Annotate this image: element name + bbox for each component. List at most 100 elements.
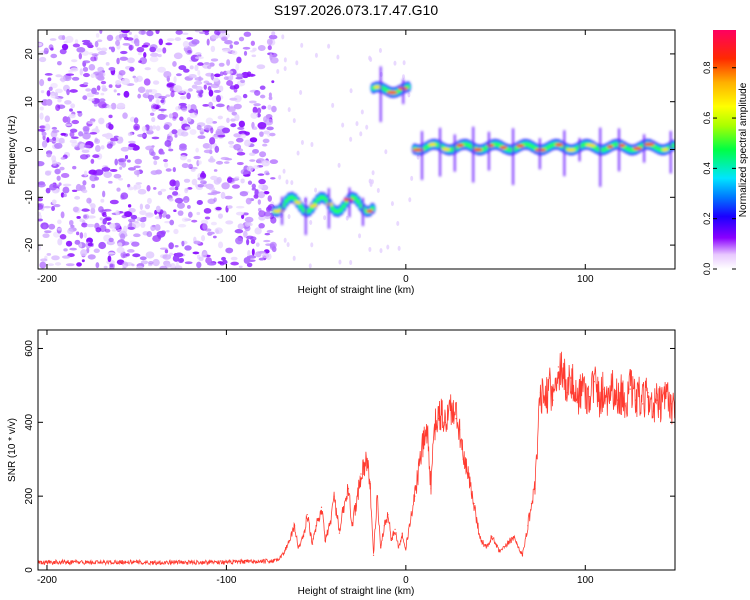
trace-peak bbox=[661, 148, 669, 152]
heatmap-noise-blob bbox=[100, 198, 105, 203]
heatmap-noise-blob bbox=[178, 65, 187, 71]
trace-peak bbox=[294, 200, 302, 204]
heatmap-noise-blob bbox=[98, 241, 107, 250]
heatmap-noise-blob bbox=[185, 188, 189, 191]
heatmap-noise-blob bbox=[264, 232, 271, 236]
heatmap-noise-blob bbox=[122, 43, 131, 46]
heatmap-noise-blob bbox=[165, 214, 171, 219]
heatmap-noise-blob bbox=[71, 136, 79, 140]
heatmap-noise-blob bbox=[116, 92, 121, 96]
heatmap-noise-blob bbox=[79, 232, 84, 239]
heatmap-noise-blob bbox=[86, 215, 96, 219]
heatmap-faint-blob bbox=[309, 219, 313, 225]
heatmap-noise-blob bbox=[128, 207, 136, 213]
heatmap-noise-blob bbox=[133, 123, 140, 131]
heatmap-noise-blob bbox=[257, 199, 261, 205]
heatmap-noise-blob bbox=[97, 39, 103, 43]
heatmap-noise-blob bbox=[38, 218, 43, 222]
heatmap-noise-blob bbox=[95, 144, 101, 152]
heatmap-noise-blob bbox=[139, 210, 147, 216]
heatmap-noise-blob bbox=[70, 224, 75, 228]
heatmap-noise-blob bbox=[250, 236, 257, 241]
heatmap-noise-blob bbox=[227, 176, 233, 184]
heatmap-noise-blob bbox=[268, 92, 272, 98]
heatmap-faint-blob bbox=[283, 57, 287, 63]
heatmap-noise-blob bbox=[60, 75, 66, 83]
heatmap-noise-blob bbox=[40, 258, 48, 262]
heatmap-noise-blob bbox=[42, 233, 50, 239]
heatmap-faint-blob bbox=[396, 221, 400, 227]
heatmap-noise-blob bbox=[208, 101, 214, 108]
heatmap-noise-blob bbox=[205, 257, 212, 264]
heatmap-noise-blob bbox=[152, 258, 160, 267]
heatmap-noise-blob bbox=[137, 93, 142, 99]
heatmap-noise-blob bbox=[50, 53, 58, 59]
heatmap-noise-blob bbox=[90, 56, 97, 62]
heatmap-noise-blob bbox=[38, 128, 46, 132]
snr-data-point bbox=[566, 392, 568, 394]
heatmap-noise-blob bbox=[219, 30, 228, 34]
heatmap-faint-blob bbox=[327, 43, 331, 49]
snr-data-point bbox=[638, 395, 640, 398]
heatmap-noise-blob bbox=[120, 146, 130, 152]
heatmap-noise-blob bbox=[219, 71, 224, 77]
heatmap-noise-blob bbox=[173, 209, 177, 213]
heatmap-noise-blob bbox=[95, 227, 102, 233]
heatmap-noise-blob bbox=[95, 125, 99, 133]
heatmap-noise-blob bbox=[82, 213, 90, 220]
snr-data-point bbox=[408, 525, 411, 527]
heatmap-noise-blob bbox=[175, 30, 183, 35]
heatmap-noise-blob bbox=[192, 251, 200, 255]
heatmap-noise-blob bbox=[110, 46, 116, 53]
heatmap-noise-blob bbox=[47, 263, 55, 267]
line-ytick-label: 600 bbox=[24, 340, 35, 357]
snr-data-point bbox=[380, 547, 382, 549]
heatmap-noise-blob bbox=[164, 263, 172, 268]
heatmap-noise-blob bbox=[153, 186, 157, 190]
heatmap-noise-blob bbox=[194, 76, 204, 81]
heatmap-noise-blob bbox=[251, 183, 256, 189]
heatmap-noise-blob bbox=[55, 88, 63, 94]
heatmap-faint-blob bbox=[365, 124, 369, 130]
heatmap-noise-blob bbox=[161, 151, 165, 155]
heatmap-faint-blob bbox=[290, 180, 294, 186]
heatmap-noise-blob bbox=[165, 42, 173, 46]
heatmap-noise-blob bbox=[226, 59, 231, 66]
heatmap-noise-blob bbox=[183, 199, 188, 204]
heatmap-noise-blob bbox=[94, 91, 100, 95]
heatmap-noise-blob bbox=[258, 250, 266, 254]
heatmap-noise-blob bbox=[172, 60, 177, 67]
heatmap-noise-blob bbox=[51, 126, 58, 130]
heatmap-faint-blob bbox=[282, 168, 286, 174]
heatmap-noise-blob bbox=[186, 117, 192, 122]
trace-peak bbox=[585, 143, 597, 147]
heatmap-noise-blob bbox=[158, 38, 164, 46]
heatmap-noise-blob bbox=[191, 219, 198, 223]
heatmap-noise-blob bbox=[82, 60, 91, 64]
heatmap-noise-blob bbox=[197, 69, 201, 76]
snr-data-point bbox=[548, 377, 550, 379]
line-series-group bbox=[38, 351, 675, 567]
heatmap-faint-blob bbox=[397, 245, 401, 251]
heatmap-noise-blob bbox=[131, 263, 135, 267]
heatmap-noise-blob bbox=[164, 220, 171, 224]
line-xtick-label: -200 bbox=[37, 575, 57, 586]
heatmap-noise-blob bbox=[169, 179, 177, 187]
heatmap-noise-blob bbox=[206, 65, 212, 70]
heatmap-noise-blob bbox=[190, 168, 196, 172]
heatmap-noise-blob bbox=[146, 197, 152, 204]
heatmap-noise-blob bbox=[120, 192, 129, 200]
heatmap-noise-blob bbox=[217, 261, 224, 264]
snr-data-point bbox=[647, 392, 649, 394]
heatmap-noise-blob bbox=[170, 91, 175, 98]
snr-data-point bbox=[288, 539, 290, 542]
line-ylabel: SNR (10 * v/v) bbox=[7, 418, 18, 482]
heatmap-noise-blob bbox=[88, 98, 95, 102]
heatmap-noise-blob bbox=[154, 209, 158, 215]
heatmap-noise-blob bbox=[96, 85, 101, 91]
heatmap-noise-blob bbox=[187, 50, 192, 54]
heatmap-noise-blob bbox=[101, 167, 110, 172]
heatmap-noise-blob bbox=[244, 225, 251, 232]
